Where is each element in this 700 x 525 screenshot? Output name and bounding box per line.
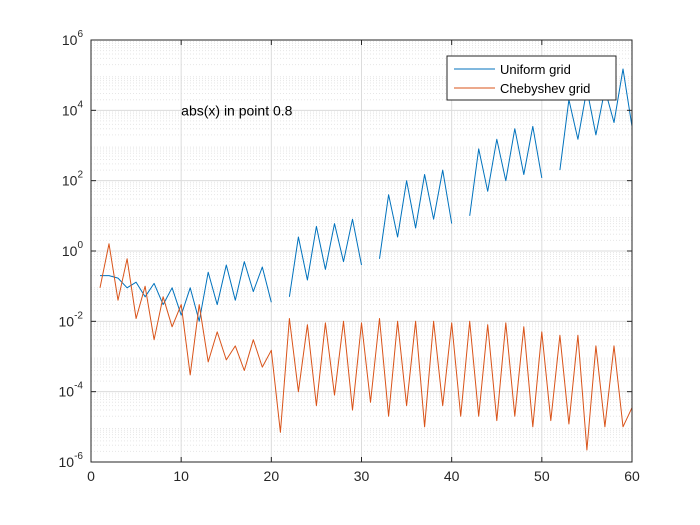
x-tick-label: 30 bbox=[354, 468, 370, 484]
legend: Uniform grid Chebyshev grid bbox=[446, 55, 617, 101]
legend-label-chebyshev-grid: Chebyshev grid bbox=[500, 81, 590, 96]
legend-box bbox=[446, 55, 617, 101]
chart-annotation: abs(x) in point 0.8 bbox=[181, 102, 292, 118]
legend-label-uniform-grid: Uniform grid bbox=[500, 62, 571, 77]
series-layer bbox=[99, 68, 633, 451]
y-tick-label: 102 bbox=[62, 170, 84, 189]
series-line-uniform-grid bbox=[100, 68, 633, 322]
x-tick-label: 50 bbox=[534, 468, 550, 484]
x-tick-label: 10 bbox=[173, 468, 189, 484]
x-tick-label: 40 bbox=[444, 468, 460, 484]
y-tick-label: 104 bbox=[62, 99, 84, 118]
y-tick-label: 10-4 bbox=[59, 381, 84, 400]
y-tick-label: 10-2 bbox=[59, 310, 84, 329]
grid-lines bbox=[90, 39, 633, 463]
x-tick-label: 60 bbox=[624, 468, 640, 484]
x-tick-label: 20 bbox=[264, 468, 280, 484]
x-tick-label: 0 bbox=[87, 468, 95, 484]
y-tick-label: 106 bbox=[62, 29, 84, 48]
y-tick-label: 10-6 bbox=[59, 451, 84, 470]
y-tick-label: 100 bbox=[62, 240, 84, 259]
series-line-chebyshev-grid bbox=[99, 243, 633, 451]
axis-ticks: 0 10 20 30 40 50 60 10-6 10-4 10-2 100 102 104 106 bbox=[59, 29, 640, 484]
